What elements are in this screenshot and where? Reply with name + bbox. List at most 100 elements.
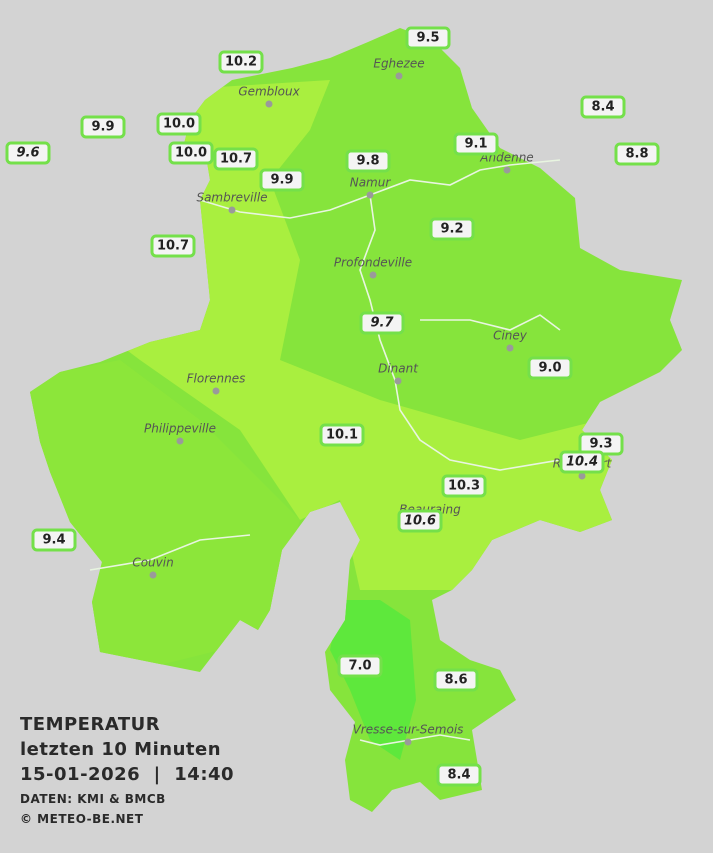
station-box bbox=[156, 112, 202, 136]
town-dot bbox=[149, 571, 157, 579]
warm-zone bbox=[100, 80, 640, 590]
town-dot bbox=[228, 206, 236, 214]
town-label: Namur bbox=[350, 176, 392, 190]
town-dot bbox=[503, 166, 511, 174]
station: 10.6 bbox=[397, 509, 443, 533]
station-box bbox=[527, 356, 573, 380]
station: 9.7 bbox=[359, 311, 405, 335]
station: 9.9 bbox=[80, 115, 126, 139]
station-box bbox=[319, 423, 365, 447]
town-dot bbox=[578, 472, 586, 480]
town-label: Gembloux bbox=[238, 85, 300, 99]
station: 10.2 bbox=[218, 50, 264, 74]
station-box bbox=[337, 654, 383, 678]
station-value: 7.0 bbox=[348, 659, 371, 674]
station: 10.7 bbox=[213, 147, 259, 171]
title-line: 15-01-2026 | 14:40 bbox=[20, 764, 234, 785]
station-box bbox=[580, 95, 626, 119]
station-value: 10.6 bbox=[404, 514, 436, 529]
station: 9.4 bbox=[31, 528, 77, 552]
station-box bbox=[345, 149, 391, 173]
station-value: 10.7 bbox=[220, 152, 252, 167]
station: 8.8 bbox=[614, 142, 660, 166]
town-label: Vresse-sur-Semois bbox=[353, 723, 464, 737]
station-box bbox=[559, 450, 605, 474]
rivers bbox=[89, 159, 601, 746]
title-line: TEMPERATUR bbox=[20, 714, 160, 735]
station-box bbox=[453, 132, 499, 156]
town-dot bbox=[176, 437, 184, 445]
station-box bbox=[31, 528, 77, 552]
station-box bbox=[259, 168, 305, 192]
station-box bbox=[359, 311, 405, 335]
station-value: 8.4 bbox=[447, 768, 470, 783]
station-value: 10.3 bbox=[448, 479, 480, 494]
station-value: 9.4 bbox=[42, 533, 65, 548]
station-value: 9.8 bbox=[356, 154, 379, 169]
credit: DATEN: KMI & BMCB bbox=[20, 792, 166, 806]
station-value: 8.8 bbox=[625, 147, 648, 162]
station-box bbox=[5, 141, 51, 165]
station-value: 10.0 bbox=[175, 146, 207, 161]
station: 10.0 bbox=[156, 112, 202, 136]
station: 10.0 bbox=[168, 141, 214, 165]
town-label: Eghezee bbox=[373, 57, 424, 71]
station-box bbox=[218, 50, 264, 74]
caption: TEMPERATUR letzten 10 Minuten 15-01-2026… bbox=[20, 714, 234, 826]
stations: 9.5 10.2 8.4 9.9 10.0 9.1 9.6 10.0 10.7 9.8 8.8 9.9… bbox=[5, 26, 660, 787]
cold-zone bbox=[330, 600, 416, 760]
station: 9.1 bbox=[453, 132, 499, 156]
station: 8.4 bbox=[580, 95, 626, 119]
station: 8.4 bbox=[436, 763, 482, 787]
town-label: Dinant bbox=[378, 362, 419, 376]
station: 10.1 bbox=[319, 423, 365, 447]
station-value: 9.7 bbox=[370, 316, 394, 331]
station-value: 10.1 bbox=[326, 428, 358, 443]
station-box bbox=[405, 26, 451, 50]
credit: © METEO-BE.NET bbox=[20, 812, 144, 826]
station-box bbox=[213, 147, 259, 171]
station: 9.5 bbox=[405, 26, 451, 50]
station: 10.4 bbox=[559, 450, 605, 474]
station-value: 9.0 bbox=[538, 361, 561, 376]
station: 10.7 bbox=[150, 234, 196, 258]
station-value: 9.3 bbox=[589, 437, 612, 452]
town-dot bbox=[212, 387, 220, 395]
station: 9.2 bbox=[429, 217, 475, 241]
station-value: 9.9 bbox=[270, 173, 293, 188]
station: 9.8 bbox=[345, 149, 391, 173]
town-label: Florennes bbox=[187, 372, 246, 386]
station-value: 9.1 bbox=[464, 137, 487, 152]
station-value: 9.6 bbox=[16, 146, 39, 161]
station: 9.6 bbox=[5, 141, 51, 165]
town-dot bbox=[369, 271, 377, 279]
station: 9.9 bbox=[259, 168, 305, 192]
town-dot bbox=[395, 72, 403, 80]
station-value: 10.4 bbox=[566, 455, 598, 470]
station-value: 8.6 bbox=[444, 673, 467, 688]
station-value: 9.2 bbox=[440, 222, 463, 237]
town-dot bbox=[404, 738, 412, 746]
station-value: 10.2 bbox=[225, 55, 257, 70]
station-value: 10.0 bbox=[163, 117, 195, 132]
station: 8.6 bbox=[433, 668, 479, 692]
town-dot bbox=[506, 344, 514, 352]
town-label: Sambreville bbox=[196, 191, 267, 205]
station-box bbox=[614, 142, 660, 166]
town-dot bbox=[366, 191, 374, 199]
station-box bbox=[168, 141, 214, 165]
province bbox=[30, 28, 682, 812]
station-box bbox=[150, 234, 196, 258]
station-box bbox=[397, 509, 443, 533]
station: 10.3 bbox=[441, 474, 487, 498]
station-box bbox=[433, 668, 479, 692]
station-value: 8.4 bbox=[591, 100, 614, 115]
station-box bbox=[80, 115, 126, 139]
title-line: letzten 10 Minuten bbox=[20, 739, 221, 760]
town-label: Couvin bbox=[132, 556, 173, 570]
town-dot bbox=[265, 100, 273, 108]
station-box bbox=[441, 474, 487, 498]
station-value: 9.5 bbox=[416, 31, 439, 46]
station-box bbox=[436, 763, 482, 787]
